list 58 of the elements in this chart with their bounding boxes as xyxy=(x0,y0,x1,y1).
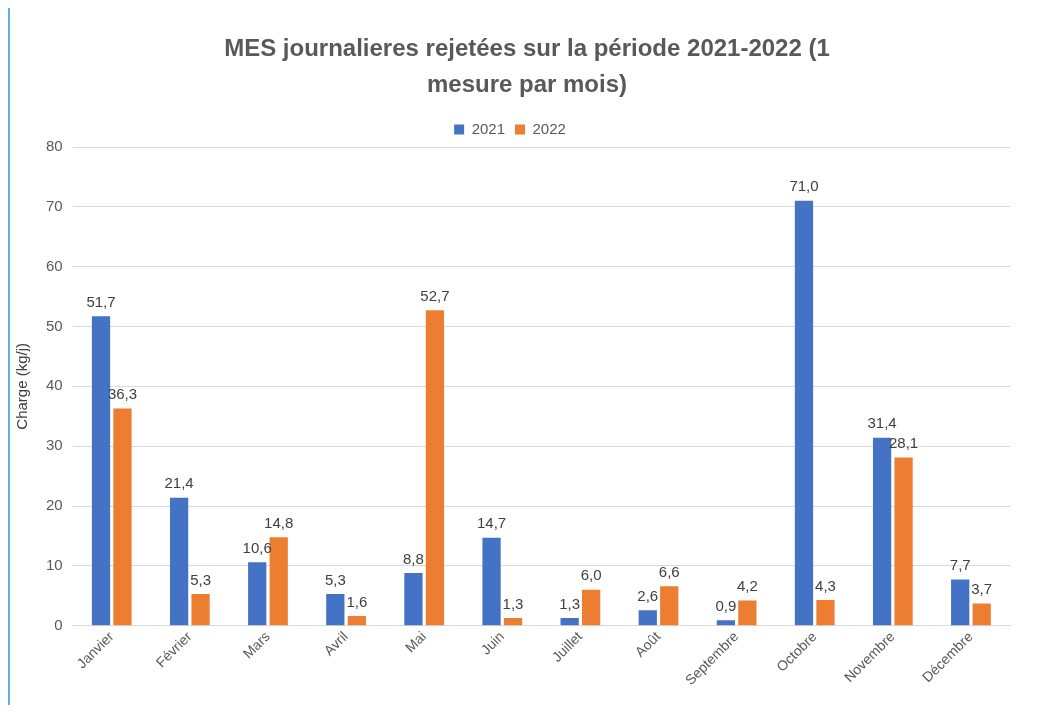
data-label: 2,6 xyxy=(637,586,659,604)
y-tick-label: 80 xyxy=(46,137,63,155)
bar xyxy=(248,562,267,626)
y-tick-label: 30 xyxy=(46,436,63,454)
y-tick-label: 60 xyxy=(46,256,63,274)
data-label: 52,7 xyxy=(420,287,450,304)
data-label: 1,3 xyxy=(559,594,581,612)
data-label: 8,8 xyxy=(403,549,424,567)
bar xyxy=(169,497,189,626)
bar xyxy=(638,610,657,626)
bar xyxy=(894,457,913,626)
y-tick-label: 10 xyxy=(46,556,63,573)
data-label: 5,3 xyxy=(190,570,212,588)
bar xyxy=(972,603,991,626)
x-tick-label: Mai xyxy=(401,628,430,656)
data-label: 7,7 xyxy=(949,556,971,574)
bar xyxy=(738,600,757,626)
data-label: 1,6 xyxy=(346,592,368,610)
data-label: 4,2 xyxy=(736,577,758,595)
y-tick-label: 50 xyxy=(46,316,63,334)
y-tick-label: 70 xyxy=(46,196,63,214)
data-label: 4,3 xyxy=(815,576,836,594)
bar xyxy=(326,593,345,626)
bar xyxy=(347,616,366,626)
x-tick-label: Juin xyxy=(477,628,508,658)
data-label: 51,7 xyxy=(86,292,116,310)
bar xyxy=(113,408,132,626)
legend-label: 2021 xyxy=(471,119,506,137)
data-label: 3,7 xyxy=(971,580,993,598)
bar xyxy=(660,586,679,626)
data-label: 0,9 xyxy=(715,596,737,614)
data-label: 6,0 xyxy=(580,566,602,584)
bar xyxy=(269,537,288,626)
data-label: 1,3 xyxy=(502,594,524,612)
bar xyxy=(816,599,835,626)
data-label: 14,8 xyxy=(264,513,294,531)
y-tick-label: 40 xyxy=(46,376,63,394)
bar xyxy=(582,589,601,626)
bar xyxy=(951,579,970,626)
data-label: 21,4 xyxy=(164,474,194,492)
data-label: 6,6 xyxy=(658,562,680,580)
chart-title: MES journalieres rejetées sur la période 2021-2022 (1 mesure par mois) xyxy=(223,33,831,99)
y-tick-label: 20 xyxy=(46,496,63,514)
data-label: 31,4 xyxy=(867,414,897,432)
y-tick-label: 0 xyxy=(54,615,63,633)
data-label: 71,0 xyxy=(789,177,819,195)
bar xyxy=(191,593,210,626)
data-label: 14,7 xyxy=(476,514,507,532)
bar xyxy=(794,200,814,626)
data-label: 5,3 xyxy=(324,570,346,588)
bar xyxy=(404,573,423,626)
y-axis-title: Charge (kg/j) xyxy=(13,343,31,430)
bar xyxy=(716,620,736,626)
bar xyxy=(503,617,523,626)
bar xyxy=(482,537,501,626)
legend-label: 2022 xyxy=(532,119,566,137)
bar xyxy=(425,310,445,626)
bar xyxy=(560,617,579,626)
